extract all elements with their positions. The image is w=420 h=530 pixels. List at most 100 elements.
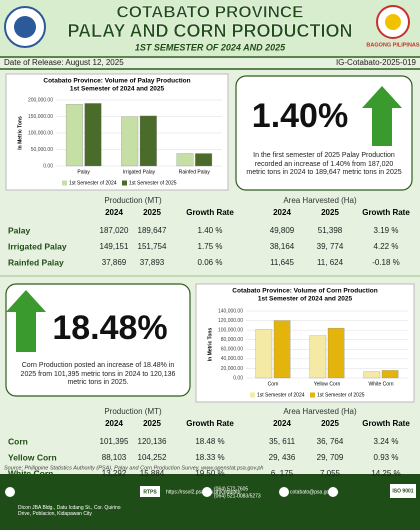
cell: 151,754: [138, 242, 167, 251]
cell: 11,645: [270, 258, 294, 267]
group-header: Production (MT): [104, 196, 162, 205]
cell: 88,103: [102, 453, 127, 462]
y-tick-label: 80,000.00: [221, 337, 243, 343]
subtitle: 1ST SEMESTER OF 2024 AND 2025: [135, 42, 286, 52]
legend-label: 1st Semester of 2025: [129, 180, 177, 186]
cell: 29, 436: [269, 453, 296, 462]
phone: (064) 521-0083/5273: [214, 493, 261, 499]
email: cotabato@psa.gov.ph: [290, 489, 339, 495]
chart-title: Cotabato Province: Volume of Corn Produc…: [232, 288, 377, 295]
cell: 149,151: [100, 242, 129, 251]
bar: [84, 103, 102, 167]
cell: 3.19 %: [374, 226, 399, 235]
psa-logo-core: [14, 16, 36, 38]
cell: 101,395: [100, 437, 129, 446]
highlight-text: Corn Production posted an increase of 18…: [20, 362, 176, 386]
icon: [279, 487, 289, 497]
icon: [202, 487, 212, 497]
cell: 18.33 %: [195, 453, 224, 462]
y-tick-label: 200,000.00: [28, 97, 53, 103]
x-tick-label: White Corn: [368, 381, 393, 387]
row-label: Irrigated Palay: [8, 241, 67, 251]
y-tick-label: 100,000.00: [28, 130, 53, 136]
icon: [328, 487, 338, 497]
cell: 0.93 %: [374, 453, 399, 462]
cell: 49,809: [270, 226, 295, 235]
cell: 104,252: [138, 453, 167, 462]
column-header: Growth Rate: [186, 419, 234, 428]
address: Dicon JBA Bldg., Datu Icdang St., Cor. Q…: [18, 505, 121, 517]
highlight-value: 18.48%: [52, 309, 167, 347]
column-header: 2025: [321, 419, 339, 428]
cell: 36, 764: [317, 437, 344, 446]
cell: 0.06 %: [198, 258, 223, 267]
x-tick-label: Yellow Corn: [314, 381, 341, 387]
cell: 11, 624: [317, 258, 344, 267]
chart-title: Cotabato Province: Volume of Palay Produ…: [43, 78, 190, 85]
cell: -0.18 %: [372, 258, 400, 267]
icon: [5, 487, 15, 497]
bar: [363, 371, 381, 379]
release-code: IG-Cotabato-2025-019: [336, 58, 417, 67]
cell: 1.75 %: [198, 242, 223, 251]
x-tick-label: Rainfed Palay: [179, 169, 211, 175]
row-label: Palay: [8, 225, 30, 235]
rtps: RTPS: [143, 489, 157, 495]
cell: 14.25 %: [371, 469, 400, 478]
cell: 19.50 %: [195, 469, 224, 478]
cell: 39, 774: [317, 242, 344, 251]
group-header: Area Harvested (Ha): [283, 196, 357, 205]
logo-text: BAGONG PILIPINAS: [366, 42, 420, 48]
row-label: White Corn: [8, 468, 53, 478]
x-tick-label: Corn: [268, 381, 279, 387]
column-header: 2025: [143, 208, 161, 217]
highlight-value: 1.40%: [252, 97, 348, 135]
bar: [309, 335, 327, 379]
cell: 35, 611: [269, 437, 296, 446]
legend-label: 1st Semester of 2024: [69, 180, 117, 186]
bar: [121, 116, 139, 167]
highlight-text: In the first semester of 2025 Palay Prod…: [246, 152, 402, 176]
cell: 187,020: [100, 226, 129, 235]
bar: [327, 327, 345, 379]
cell: 15,884: [140, 469, 165, 478]
column-header: Growth Rate: [362, 208, 410, 217]
bar: [273, 320, 291, 379]
chart-subtitle: 1st Semester of 2024 and 2025: [70, 86, 165, 93]
rtps-badge: [140, 486, 160, 497]
bp-logo-core: [385, 14, 401, 30]
y-tick-label: 150,000.00: [28, 114, 53, 120]
bar: [195, 153, 213, 167]
source: Source: Philippine Statistics Authority …: [4, 465, 263, 471]
release-date: Date of Release: August 12, 2025: [4, 58, 124, 67]
up-arrow: [362, 86, 402, 146]
website: https://rssol2.psa.gov.ph/cotabato: [166, 489, 241, 495]
bar: [139, 115, 157, 167]
cell: 1.40 %: [198, 226, 223, 235]
cell: 6, 175: [271, 469, 294, 478]
highlight-box: [5, 283, 191, 397]
y-tick-label: 40,000.00: [221, 356, 243, 362]
column-header: 2025: [143, 419, 161, 428]
iso-badge: [390, 484, 416, 498]
up-arrow: [6, 290, 46, 352]
y-tick-label: 20,000.00: [221, 366, 243, 372]
iso: ISO 9001: [392, 488, 413, 494]
bar: [65, 104, 83, 167]
column-header: 2024: [105, 419, 123, 428]
chart-box: [5, 73, 229, 191]
cell: 51,398: [318, 226, 343, 235]
legend-label: 1st Semester of 2024: [257, 392, 305, 398]
legend-swatch: [310, 392, 315, 398]
bar: [176, 153, 194, 167]
y-tick-label: 120,000.00: [218, 318, 243, 324]
column-header: Growth Rate: [186, 208, 234, 217]
y-tick-label: 60,000.00: [221, 347, 243, 353]
y-axis-label: In Metric Tons: [207, 328, 213, 362]
bar: [381, 370, 399, 379]
x-tick-label: Palay: [77, 169, 90, 175]
y-tick-label: 100,000.00: [218, 327, 243, 333]
y-axis-label: In Metric Tons: [17, 116, 23, 150]
